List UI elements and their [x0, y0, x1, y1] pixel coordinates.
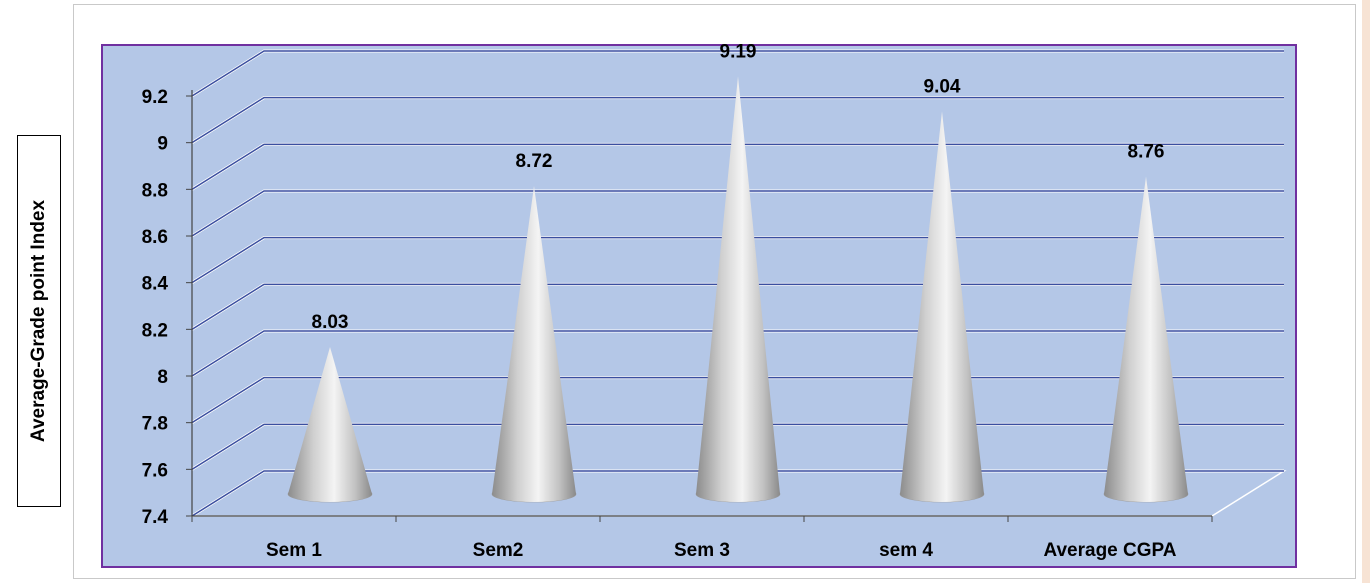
cone-3: [695, 76, 781, 503]
y-axis-label-box: Average-Grade point Index: [17, 135, 61, 507]
cone-body: [900, 111, 984, 502]
data-label: 8.72: [516, 151, 553, 172]
y-tick-label: 7.6: [142, 460, 168, 481]
cone-body: [288, 347, 372, 502]
data-label: 8.03: [312, 312, 349, 333]
axes: [186, 90, 1213, 522]
data-label: 8.76: [1128, 142, 1165, 163]
cone-body: [696, 76, 780, 502]
data-label: 9.04: [924, 76, 961, 97]
y-tick-label: 8: [157, 367, 168, 388]
gridline: [191, 50, 1284, 97]
page-edge-strip: [1362, 0, 1370, 583]
data-label: 9.19: [720, 41, 757, 62]
y-tick-labels: 7.4 7.6 7.8 8 8.2 8.4 8.6 8.8 9 9.2: [142, 87, 169, 528]
y-tick-label: 8.6: [142, 227, 168, 248]
cone-4: [899, 111, 985, 503]
x-tick-label: sem 4: [879, 540, 933, 561]
y-tick-label: 7.8: [142, 414, 168, 435]
x-tick-labels: Sem 1 Sem2 Sem 3 sem 4 Average CGPA: [266, 540, 1177, 561]
x-tick-label: Average CGPA: [1043, 540, 1176, 561]
y-tick-label: 9.2: [142, 87, 168, 108]
cone-body: [1104, 176, 1188, 502]
cone-body: [492, 186, 576, 502]
cone-5: [1103, 176, 1189, 503]
x-tick-label: Sem 1: [266, 540, 322, 561]
y-tick-label: 9: [157, 134, 168, 155]
data-labels: 8.03 8.72 9.19 9.04 8.76: [312, 41, 1165, 333]
gridline: [191, 96, 1284, 144]
x-tick-label: Sem2: [473, 540, 524, 561]
y-tick-label: 7.4: [142, 507, 169, 528]
y-tick-label: 8.2: [142, 320, 168, 341]
y-tick-label: 8.8: [142, 180, 168, 201]
cones: [287, 76, 1189, 503]
cone-1: [287, 347, 373, 503]
cone-2: [491, 186, 577, 503]
y-tick-label: 8.4: [142, 274, 169, 295]
x-tick-label: Sem 3: [674, 540, 730, 561]
